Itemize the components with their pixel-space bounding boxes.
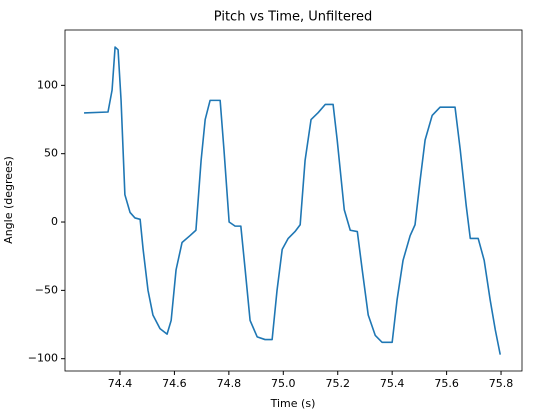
y-axis-label: Angle (degrees): [2, 156, 15, 244]
x-tick-label: 75.4: [380, 377, 405, 390]
x-tick-label: 74.8: [217, 377, 242, 390]
y-tick-label: −100: [28, 352, 58, 365]
chart-title: Pitch vs Time, Unfiltered: [214, 10, 372, 25]
x-axis-label: Time (s): [270, 397, 316, 410]
x-tick-label: 74.6: [162, 377, 187, 390]
y-tick-label: 50: [44, 147, 58, 160]
plot-frame: [64, 29, 523, 372]
x-tick-label: 75.8: [489, 377, 514, 390]
x-tick-label: 75.6: [434, 377, 459, 390]
x-tick-label: 75.0: [271, 377, 296, 390]
y-tick-label: 100: [37, 78, 58, 91]
x-tick-label: 75.2: [325, 377, 350, 390]
data-line: [84, 46, 502, 355]
x-tick-label: 74.4: [108, 377, 133, 390]
y-tick-label: 0: [51, 215, 58, 228]
y-tick-label: −50: [35, 283, 58, 296]
